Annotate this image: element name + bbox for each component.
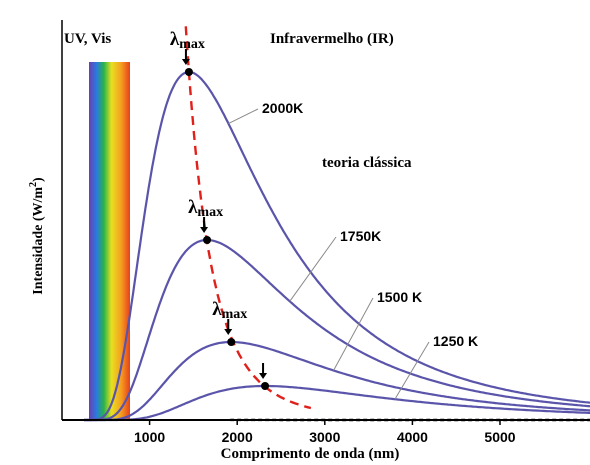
x-tick-label-3000: 3000	[309, 429, 340, 445]
peak-marker-1250k	[261, 382, 270, 390]
curves-layer	[83, 70, 590, 422]
arrow-head-1500k	[224, 329, 233, 335]
wien-layer	[184, 26, 590, 422]
temp-label-2000k: 2000K	[262, 100, 303, 116]
markers-layer	[181, 49, 270, 390]
x-tick-label-5000: 5000	[484, 429, 515, 445]
temperature-labels: 2000K 1750K 1500 K 1250 K	[262, 100, 478, 349]
arrow-head-2000k	[181, 59, 190, 65]
leader-line-1750k	[289, 236, 337, 302]
leader-line-1250k	[394, 341, 430, 400]
curve-1500k	[83, 340, 590, 422]
x-ticks: 1000 2000 3000 4000 5000	[134, 420, 516, 445]
lambda-max-label-2000k: λmax	[170, 29, 205, 52]
ir-label: Infravermelho (IR)	[270, 31, 394, 47]
arrow-head-1750k	[200, 227, 209, 233]
peak-marker-1750k	[203, 236, 212, 244]
peak-marker-1500k	[227, 338, 236, 346]
temp-label-1250k: 1250 K	[433, 333, 478, 349]
x-tick-label-2000: 2000	[222, 429, 253, 445]
uv-vis-label: UV, Vis	[64, 31, 111, 47]
leader-lines-layer	[228, 108, 430, 400]
lambda-max-label-1500k: λmax	[212, 299, 247, 322]
x-tick-label-1000: 1000	[134, 429, 165, 445]
curve-1750k	[83, 238, 590, 422]
leader-line-2000k	[228, 108, 259, 125]
arrow-head-1250k	[259, 373, 268, 379]
x-axis-label: Comprimento de onda (nm)	[221, 446, 400, 462]
temp-label-1750k: 1750K	[340, 228, 381, 244]
y-axis-label: Intensidade (W/m2)	[28, 177, 46, 295]
peak-marker-2000k	[184, 68, 193, 76]
temp-label-1500k: 1500 K	[377, 289, 422, 305]
lambda-max-label-1750k: λmax	[188, 197, 223, 220]
lambda-max-labels: λmax λmax λmax	[170, 29, 247, 322]
x-tick-label-4000: 4000	[397, 429, 428, 445]
curve-2000k	[83, 70, 590, 422]
curve-1250k	[83, 384, 590, 422]
visible-spectrum-band	[89, 62, 130, 420]
classical-theory-label: teoria clássica	[322, 155, 412, 171]
leader-line-1500k	[333, 297, 374, 371]
